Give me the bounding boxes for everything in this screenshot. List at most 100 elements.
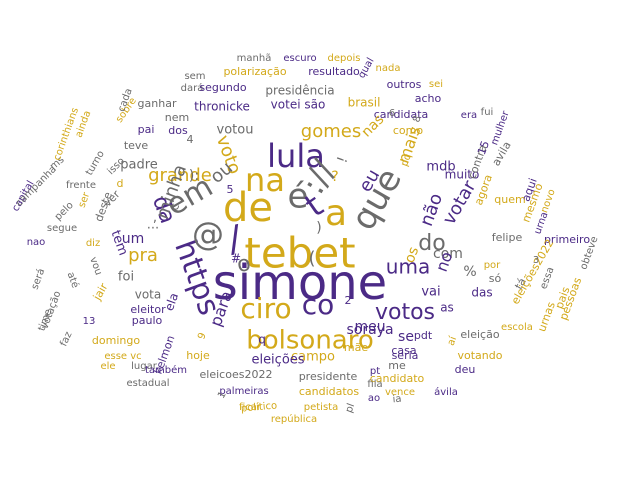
cloud-word: república: [271, 413, 317, 425]
cloud-word: dos: [168, 124, 188, 137]
cloud-word: tebet: [244, 229, 355, 278]
cloud-word: paulo: [132, 314, 163, 327]
cloud-word: c: [167, 201, 182, 212]
cloud-word: ficar: [239, 402, 262, 413]
cloud-word: vence: [385, 387, 415, 398]
cloud-word: foi: [118, 270, 134, 285]
cloud-word: dará: [181, 82, 204, 94]
cloud-word: ...: [147, 218, 159, 233]
cloud-word: 5: [227, 183, 234, 196]
cloud-word: com: [433, 246, 463, 262]
cloud-word: soraya: [346, 322, 393, 338]
cloud-word: ser: [77, 190, 93, 209]
cloud-word: turno: [84, 149, 107, 178]
cloud-word: ela: [162, 291, 181, 313]
cloud-word: @: [192, 215, 224, 253]
cloud-word: eleitor: [130, 303, 166, 316]
cloud-word: sei: [429, 79, 443, 90]
cloud-word: 4: [187, 133, 194, 146]
cloud-word: também: [145, 364, 187, 376]
cloud-word: felipe: [492, 231, 523, 244]
cloud-word: das: [471, 286, 492, 300]
cloud-word: quem: [494, 193, 525, 206]
cloud-word: pdt: [414, 329, 433, 342]
cloud-word: d: [117, 177, 124, 190]
cloud-word: vou: [87, 256, 104, 277]
cloud-word: depois: [328, 53, 361, 64]
cloud-word: sem: [184, 71, 205, 82]
cloud-word: 3: [533, 255, 539, 266]
cloud-word: eleicoes2022: [200, 368, 273, 381]
cloud-word: candidata: [374, 108, 429, 121]
cloud-word: 6: [389, 108, 395, 119]
cloud-word: 15: [475, 139, 492, 157]
cloud-word: brasil: [348, 96, 381, 110]
cloud-word: segue: [47, 223, 77, 234]
cloud-word: um: [122, 231, 145, 247]
cloud-word: ele: [100, 361, 115, 372]
cloud-word: presidência: [265, 84, 334, 98]
cloud-word: resultado: [308, 65, 360, 78]
cloud-word: de: [223, 185, 273, 231]
cloud-word: frente: [66, 180, 96, 191]
cloud-word: bolsonaro: [246, 326, 374, 356]
cloud-word: !: [335, 155, 352, 166]
cloud-word: eleição: [460, 328, 499, 341]
cloud-word: me: [388, 359, 406, 372]
cloud-word: as: [440, 301, 454, 315]
cloud-word: escola: [501, 322, 533, 333]
cloud-word: ,: [153, 211, 157, 226]
cloud-word: votando: [458, 349, 503, 362]
cloud-word: 2: [345, 294, 352, 307]
cloud-word: palmeiras: [219, 386, 268, 397]
cloud-word: pelo: [53, 200, 76, 223]
cloud-word: segundo: [199, 81, 246, 94]
cloud-word: até: [65, 270, 82, 289]
cloud-word: 13: [83, 316, 96, 327]
cloud-word: lula: [267, 137, 325, 175]
cloud-word: lugar: [131, 361, 158, 372]
cloud-word: deu: [455, 363, 476, 376]
cloud-word: pl: [344, 402, 357, 414]
cloud-word: estadual: [126, 378, 169, 389]
cloud-word: aí: [445, 334, 460, 348]
cloud-word: do: [418, 231, 445, 256]
cloud-word: votei são: [271, 98, 326, 112]
cloud-word: nem: [165, 111, 189, 124]
cloud-word: o: [235, 251, 253, 278]
cloud-word: 1: [216, 390, 229, 401]
cloud-word: gomes: [301, 121, 361, 142]
cloud-word: pt: [370, 366, 380, 377]
cloud-word: 9: [196, 331, 209, 341]
cloud-word: teve: [124, 139, 149, 152]
cloud-word: presidente: [299, 370, 358, 383]
cloud-word: candidatos: [299, 385, 360, 398]
cloud-word: votos: [375, 300, 435, 325]
cloud-word: q: [258, 333, 266, 347]
cloud-word: hoje: [186, 349, 210, 362]
cloud-word: era: [461, 110, 477, 121]
cloud-word: eleições: [251, 353, 304, 368]
cloud-word: (: [308, 248, 315, 269]
cloud-word: candidato: [370, 372, 425, 385]
cloud-word: nao: [27, 237, 46, 248]
cloud-word: esse vc: [104, 351, 141, 362]
cloud-word: co: [302, 288, 335, 321]
cloud-word: 8: [411, 114, 424, 124]
cloud-word: pra: [128, 245, 158, 266]
cloud-word: faz: [58, 330, 74, 348]
cloud-word: ávila: [434, 386, 458, 398]
cloud-word: polarização: [223, 65, 286, 78]
cloud-word: #: [231, 252, 241, 266]
cloud-word: como: [393, 124, 423, 137]
cloud-word: simone: [213, 255, 387, 311]
cloud-word: vai: [421, 285, 440, 300]
cloud-word: ganhar: [138, 97, 177, 110]
cloud-word: ia: [392, 394, 402, 406]
cloud-word: mdb: [426, 160, 455, 175]
cloud-word: a: [325, 193, 347, 234]
cloud-word: fui: [481, 107, 494, 118]
cloud-word: pai: [138, 123, 155, 136]
cloud-word: será: [29, 267, 48, 291]
